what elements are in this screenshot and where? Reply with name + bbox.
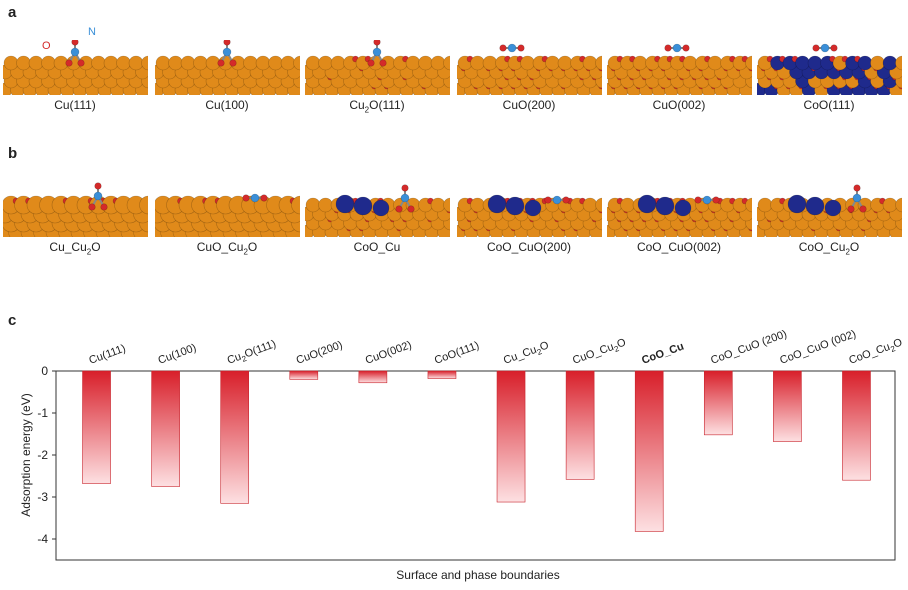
category-label: Cu(111) <box>87 343 127 367</box>
row-b-structure-label: CuO_Cu2O <box>196 240 258 257</box>
row-a-structure-label: Cu2O(111) <box>349 98 405 115</box>
row-b-structure-label: CoO_CuO(200) <box>486 240 572 254</box>
bar <box>82 370 111 484</box>
row-a-structure-label: CuO(002) <box>652 98 706 112</box>
bar <box>496 370 526 503</box>
category-label: Cu(100) <box>157 342 198 367</box>
category-label: CuO(200) <box>295 339 344 367</box>
plot-frame <box>55 370 896 561</box>
row-a-structure-label: CuO(200) <box>502 98 556 112</box>
y-tick-label: -3 <box>37 490 48 504</box>
y-tick-label: -4 <box>37 532 48 546</box>
panel-b-letter: b <box>8 145 18 162</box>
row-a-structure-label: Cu(111) <box>54 98 96 112</box>
y-tick-label: -2 <box>37 448 48 462</box>
row-a-structure-image <box>607 40 752 95</box>
y-axis-label: Adsorption energy (eV) <box>19 393 33 516</box>
row-b-structure-image <box>305 182 450 237</box>
row-b-structure-label: CoO_CuO(002) <box>636 240 722 254</box>
y-tick-label: -1 <box>37 406 48 420</box>
category-labels: Cu(111) Cu(100) Cu2O(111) CuO(200) CuO(002) C… <box>87 328 905 369</box>
bar <box>842 370 871 481</box>
row-a-structure-image <box>457 40 602 95</box>
category-label: CoO(111) <box>433 340 481 367</box>
y-tick-label: 0 <box>41 364 48 378</box>
row-b-structure-image <box>3 182 148 237</box>
row-a-structure-image <box>155 40 300 95</box>
row-b-structure-image <box>607 182 752 237</box>
row-a-structure-image <box>757 40 902 95</box>
bar <box>773 370 802 442</box>
row-a-structure-label: CoO(111) <box>803 98 855 112</box>
bar <box>634 370 664 532</box>
row-b-structure-label: CoO_Cu2O <box>798 240 860 257</box>
row-b-structure-image <box>757 182 902 237</box>
category-label: CuO(002) <box>364 339 413 367</box>
category-label: CoO_Cu2O <box>847 336 905 368</box>
bar <box>565 370 595 480</box>
bar <box>703 370 733 436</box>
row-b-structure-label: CoO_Cu <box>353 240 401 254</box>
chart-bars <box>82 370 871 532</box>
bar <box>358 370 388 384</box>
category-label: Cu_Cu2O <box>502 339 552 368</box>
bar <box>289 370 319 380</box>
row-a-structure-image <box>3 40 148 95</box>
bar <box>151 370 180 487</box>
row-b-structure-image <box>155 182 300 237</box>
category-label: Cu2O(111) <box>226 338 279 369</box>
category-label: CoO_CuO (200) <box>709 328 788 367</box>
category-label: CoO_CuO (002) <box>778 328 857 367</box>
oxygen-atom-label: O <box>42 40 51 52</box>
row-a-structure-label: Cu(100) <box>205 98 249 112</box>
panel-a-letter: a <box>8 4 17 21</box>
row-b-structure-image <box>457 182 602 237</box>
row-a-structure-image <box>305 40 450 95</box>
chart-axes: 0 -1 -2 -3 -4 <box>37 364 896 561</box>
bar <box>427 370 457 379</box>
x-axis-label: Surface and phase boundaries <box>396 568 559 582</box>
nitrogen-atom-label: N <box>88 26 96 38</box>
panel-c-letter: c <box>8 312 17 329</box>
bar <box>220 370 250 504</box>
category-label: CuO_Cu2O <box>571 336 629 368</box>
row-b-structure-label: Cu_Cu2O <box>49 240 101 257</box>
adsorption-energy-chart: 0 -1 -2 -3 -4 Cu(111) Cu(100) Cu2O(111) CuO(200… <box>19 328 905 582</box>
category-label: CoO_Cu <box>640 340 685 366</box>
